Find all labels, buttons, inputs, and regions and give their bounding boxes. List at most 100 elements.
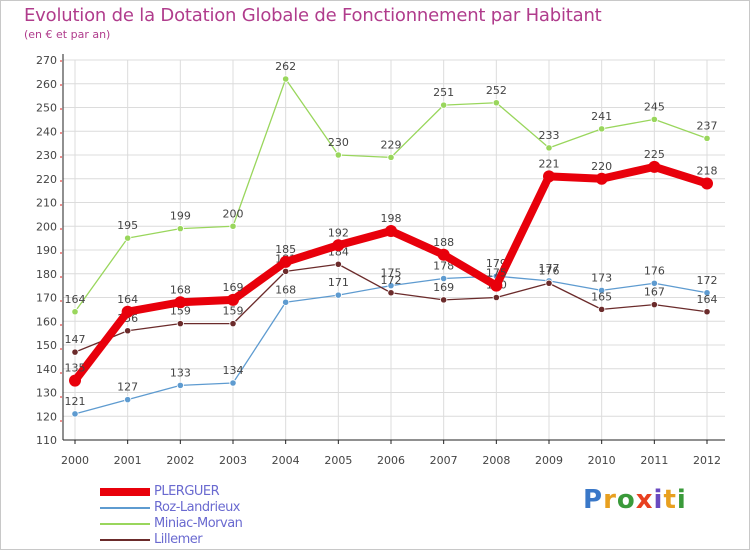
x-tick-label: 2008 [482,454,510,467]
data-point-plerguer [490,279,503,292]
data-point-plerguer [437,248,450,261]
data-label-plerguer: 198 [381,212,402,225]
data-label-roz-landrieux: 171 [328,276,349,289]
data-label-plerguer: 218 [697,165,718,178]
data-label-plerguer: 221 [539,157,560,170]
data-point-roz-landrieux [282,298,290,306]
y-tick-label: 270 [36,54,57,67]
data-label-miniac-morvan: 252 [486,84,507,97]
data-label-plerguer: 135 [65,362,86,375]
data-point-roz-landrieux [124,396,132,404]
logo-letter: r [603,485,617,515]
data-point-lillemer [229,320,237,328]
data-point-roz-landrieux [703,289,711,297]
data-point-plerguer [648,160,661,173]
data-point-miniac-morvan [545,144,553,152]
data-point-plerguer [701,177,713,190]
y-tick-label: 230 [36,149,57,162]
data-label-plerguer: 220 [591,160,612,173]
logo-letter: t [663,485,677,515]
data-point-miniac-morvan [492,99,500,107]
legend-label: PLERGUER [154,484,220,499]
data-point-lillemer [71,348,79,356]
legend-swatch [100,507,150,509]
data-point-miniac-morvan [387,153,395,161]
data-point-plerguer [279,255,292,268]
data-label-miniac-morvan: 229 [381,138,402,151]
x-tick-label: 2010 [588,454,616,467]
data-label-roz-landrieux: 175 [381,267,402,280]
data-point-roz-landrieux [650,279,658,287]
logo-letter: i [676,485,687,515]
data-label-miniac-morvan: 199 [170,210,191,223]
data-point-roz-landrieux [176,381,184,389]
data-label-miniac-morvan: 195 [117,219,138,232]
data-point-plerguer [227,293,239,306]
data-point-miniac-morvan [229,222,237,230]
logo-letter: o [616,485,636,515]
x-tick-label: 2002 [166,454,194,467]
data-point-plerguer [174,296,187,309]
data-label-miniac-morvan: 245 [644,100,665,113]
data-label-roz-landrieux: 178 [433,260,454,273]
x-tick-label: 2009 [535,454,563,467]
data-point-roz-landrieux [387,282,395,290]
data-point-lillemer [440,296,448,304]
data-label-roz-landrieux: 177 [539,262,560,275]
data-point-lillemer [703,308,711,316]
chart-subtitle: (en € et par an) [24,28,111,41]
data-point-lillemer [650,301,658,309]
y-tick-label: 130 [36,387,57,400]
data-label-roz-landrieux: 172 [697,274,718,287]
legend-label: Lillemer [154,532,203,547]
data-point-miniac-morvan [598,125,606,133]
data-label-miniac-morvan: 233 [539,129,560,142]
data-label-lillemer: 159 [223,305,244,318]
data-label-lillemer: 165 [591,290,612,303]
data-point-miniac-morvan [703,134,711,142]
y-tick-label: 160 [36,315,57,328]
x-tick-label: 2004 [272,454,300,467]
y-tick-label: 190 [36,244,57,257]
y-tick-label: 170 [36,292,57,305]
x-tick-label: 2007 [430,454,458,467]
logo-letter: i [653,485,664,515]
data-label-miniac-morvan: 241 [591,110,612,123]
data-label-plerguer: 188 [433,236,454,249]
x-tick-label: 2005 [324,454,352,467]
data-label-plerguer: 164 [117,293,138,306]
data-label-lillemer: 169 [433,281,454,294]
logo-letter: x [635,485,654,515]
data-point-plerguer [121,305,134,318]
data-label-roz-landrieux: 121 [65,395,86,408]
legend-swatch [100,488,150,496]
y-tick-label: 210 [36,197,57,210]
data-label-roz-landrieux: 133 [170,366,191,379]
x-tick-label: 2003 [219,454,247,467]
data-point-miniac-morvan [71,308,79,316]
y-tick-label: 140 [36,363,57,376]
data-point-roz-landrieux [334,291,342,299]
data-point-plerguer [543,170,555,183]
proxiti-logo: Proxiti [583,485,687,515]
data-point-lillemer [282,267,290,275]
data-label-plerguer: 175 [486,267,507,280]
data-label-miniac-morvan: 200 [223,207,244,220]
data-point-lillemer [334,260,342,268]
data-label-miniac-morvan: 262 [275,60,296,73]
legend-label: Roz-Landrieux [154,500,241,515]
data-label-roz-landrieux: 134 [223,364,244,377]
data-point-miniac-morvan [282,75,290,83]
data-label-roz-landrieux: 127 [117,381,138,394]
data-point-roz-landrieux [71,410,79,418]
data-label-lillemer: 159 [170,305,191,318]
data-label-plerguer: 192 [328,226,349,239]
y-tick-label: 200 [36,220,57,233]
data-point-plerguer [69,374,81,387]
data-point-roz-landrieux [598,286,606,294]
y-tick-label: 250 [36,102,57,115]
data-label-lillemer: 147 [65,333,86,346]
x-tick-label: 2011 [640,454,668,467]
chart-title: Evolution de la Dotation Globale de Fonc… [24,5,602,26]
